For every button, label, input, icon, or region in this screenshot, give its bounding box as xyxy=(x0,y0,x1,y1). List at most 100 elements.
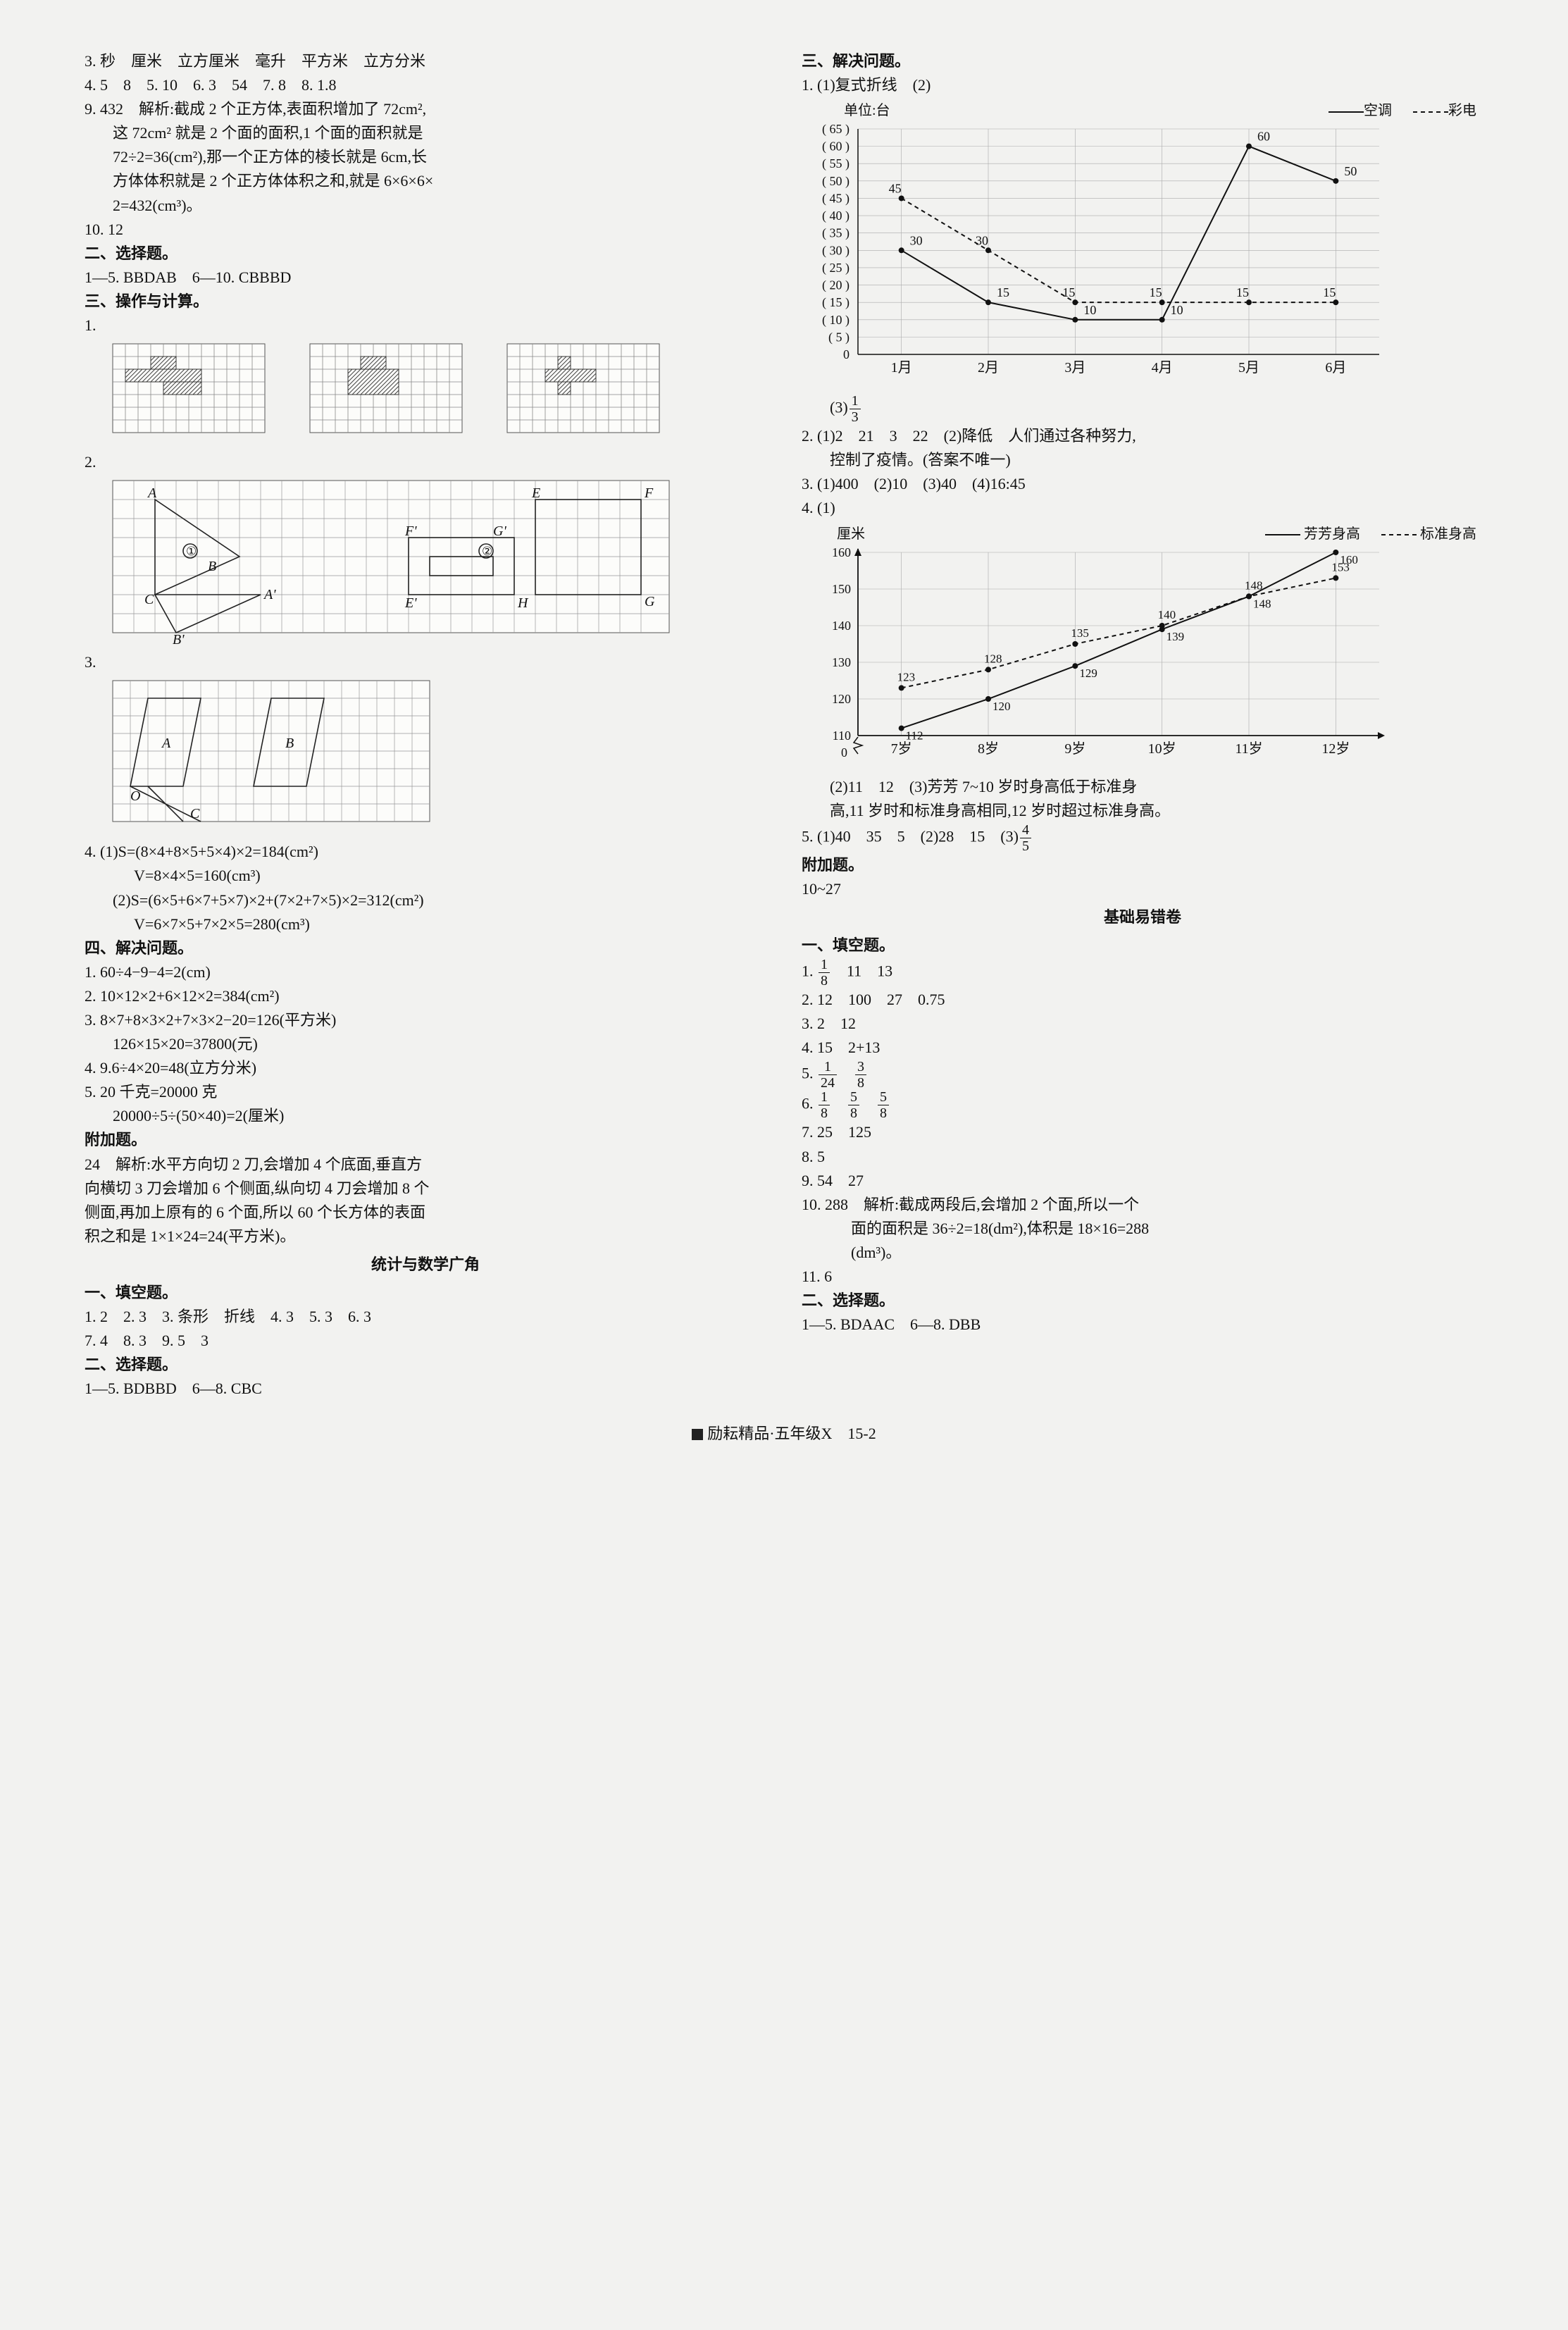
b2: 2. 12 100 27 0.75 xyxy=(802,988,1483,1012)
b9: 9. 54 27 xyxy=(802,1169,1483,1193)
extra3: 侧面,再加上原有的 6 个面,所以 60 个长方体的表面 xyxy=(85,1201,766,1225)
q9e: 2=432(cm³)。 xyxy=(85,194,766,218)
b6: 6. 18 58 58 xyxy=(802,1090,1483,1120)
svg-text:148: 148 xyxy=(1253,597,1271,610)
b7: 7. 25 125 xyxy=(802,1120,1483,1144)
svg-text:12岁: 12岁 xyxy=(1321,740,1350,757)
q4b: V=8×4×5=160(cm³) xyxy=(85,864,766,888)
r4a: 4. (1) xyxy=(802,496,1483,520)
r-extra: 10~27 xyxy=(802,877,1483,901)
svg-text:( 20 ): ( 20 ) xyxy=(822,278,850,293)
q9d: 方体体积就是 2 个正方体体积之和,就是 6×6×6× xyxy=(85,169,766,193)
svg-text:128: 128 xyxy=(984,652,1002,665)
svg-text:160: 160 xyxy=(1340,553,1358,566)
svg-text:150: 150 xyxy=(832,582,851,596)
chart-1: 单位:台 空调 彩电 ( 5 )( 10 )( 15 )( 20 )( 25 )… xyxy=(802,100,1483,390)
svg-text:2月: 2月 xyxy=(978,360,999,376)
svg-text:10: 10 xyxy=(1083,303,1096,317)
s3b: 126×15×20=37800(元) xyxy=(85,1032,766,1056)
svg-text:15: 15 xyxy=(1236,285,1249,299)
basic-heading: 基础易错卷 xyxy=(802,905,1483,929)
figure-3: A B O C xyxy=(85,677,766,836)
svg-text:5月: 5月 xyxy=(1238,360,1259,376)
choice2: 1—5. BDBBD 6—8. CBC xyxy=(85,1377,766,1401)
svg-text:( 55 ): ( 55 ) xyxy=(822,156,850,171)
b10b: 面的面积是 36÷2=18(dm²),体积是 18×16=288 xyxy=(802,1217,1483,1241)
svg-text:123: 123 xyxy=(897,670,916,683)
f1: 1. 2 2. 3 3. 条形 折线 4. 3 5. 3 6. 3 xyxy=(85,1305,766,1329)
svg-text:( 25 ): ( 25 ) xyxy=(822,261,850,275)
figure-2: A C B ① B' A' F' G' E' H ② E xyxy=(85,477,766,646)
svg-text:60: 60 xyxy=(1257,130,1270,144)
r5: 5. (1)40 35 5 (2)28 15 (3)45 xyxy=(802,823,1483,853)
stat-heading: 统计与数学广角 xyxy=(85,1253,766,1277)
svg-text:( 30 ): ( 30 ) xyxy=(822,243,850,258)
q9c: 72÷2=36(cm²),那一个正方体的棱长就是 6cm,长 xyxy=(85,145,766,169)
op2-label: 2. xyxy=(85,450,766,474)
choice-ans: 1—5. BBDAB 6—10. CBBBD xyxy=(85,266,766,290)
svg-text:15: 15 xyxy=(1150,285,1162,299)
svg-text:140: 140 xyxy=(1158,608,1176,621)
svg-text:10: 10 xyxy=(1171,303,1183,317)
chart2-ylabel: 厘米 xyxy=(802,523,865,545)
svg-text:15: 15 xyxy=(1062,285,1075,299)
svg-text:A: A xyxy=(161,736,171,751)
svg-text:0: 0 xyxy=(843,347,850,361)
svg-text:129: 129 xyxy=(1079,667,1097,680)
q4-8: 4. 5 8 5. 10 6. 3 54 7. 8 8. 1.8 xyxy=(85,73,766,97)
svg-text:30: 30 xyxy=(910,233,923,247)
q4c: (2)S=(6×5+6×7+5×7)×2+(7×2+7×5)×2=312(cm²… xyxy=(85,888,766,912)
r3: 3. (1)400 (2)10 (3)40 (4)16:45 xyxy=(802,472,1483,496)
choice2-heading: 二、选择题。 xyxy=(85,1353,766,1377)
r-extra-heading: 附加题。 xyxy=(802,853,1483,877)
svg-text:135: 135 xyxy=(1071,626,1089,640)
svg-text:1月: 1月 xyxy=(891,360,912,376)
op-heading: 三、操作与计算。 xyxy=(85,290,766,314)
svg-text:②: ② xyxy=(482,545,492,558)
figure-1 xyxy=(85,340,766,446)
extra2: 向横切 3 刀会增加 6 个侧面,纵向切 4 刀会增加 8 个 xyxy=(85,1177,766,1201)
footer-box-icon xyxy=(692,1429,703,1440)
svg-text:11岁: 11岁 xyxy=(1235,740,1262,757)
svg-text:130: 130 xyxy=(832,655,851,669)
r-solve-heading: 三、解决问题。 xyxy=(802,49,1483,73)
r-choice: 1—5. BDAAC 6—8. DBB xyxy=(802,1313,1483,1337)
svg-text:30: 30 xyxy=(976,233,988,247)
svg-text:3月: 3月 xyxy=(1064,360,1085,376)
extra1: 24 解析:水平方向切 2 刀,会增加 4 个底面,垂直方 xyxy=(85,1153,766,1177)
q10: 10. 12 xyxy=(85,218,766,242)
svg-text:C: C xyxy=(144,592,154,607)
s5b: 20000÷5÷(50×40)=2(厘米) xyxy=(85,1104,766,1128)
svg-text:0: 0 xyxy=(841,745,847,760)
svg-text:( 60 ): ( 60 ) xyxy=(822,140,850,154)
r2b: 控制了疫情。(答案不唯一) xyxy=(802,448,1483,472)
svg-text:( 35 ): ( 35 ) xyxy=(822,226,850,241)
left-column: 3. 秒 厘米 立方厘米 毫升 平方米 立方分米 4. 5 8 5. 10 6.… xyxy=(85,49,766,1401)
svg-text:120: 120 xyxy=(993,700,1011,713)
svg-text:O: O xyxy=(130,788,140,804)
b4: 4. 15 2+13 xyxy=(802,1036,1483,1060)
s1: 1. 60÷4−9−4=2(cm) xyxy=(85,960,766,984)
svg-text:( 45 ): ( 45 ) xyxy=(822,192,850,206)
svg-text:B: B xyxy=(285,736,294,751)
svg-text:15: 15 xyxy=(997,285,1009,299)
q9b: 这 72cm² 就是 2 个面的面积,1 个面的面积就是 xyxy=(85,121,766,145)
q9a: 9. 432 解析:截成 2 个正方体,表面积增加了 72cm², xyxy=(85,97,766,121)
svg-text:( 5 ): ( 5 ) xyxy=(828,330,850,345)
svg-text:15: 15 xyxy=(1323,285,1336,299)
svg-text:120: 120 xyxy=(832,692,851,706)
b1: 1. 18 11 13 xyxy=(802,958,1483,988)
svg-text:C: C xyxy=(190,806,200,822)
svg-text:8岁: 8岁 xyxy=(978,740,999,757)
svg-text:139: 139 xyxy=(1166,630,1185,643)
svg-text:9岁: 9岁 xyxy=(1064,740,1085,757)
svg-text:G: G xyxy=(645,594,655,609)
svg-text:H: H xyxy=(517,595,529,611)
op1-label: 1. xyxy=(85,314,766,337)
r1c: (3)13 xyxy=(802,394,1483,424)
svg-text:50: 50 xyxy=(1344,164,1357,178)
solve-heading: 四、解决问题。 xyxy=(85,936,766,960)
svg-text:( 10 ): ( 10 ) xyxy=(822,313,850,328)
chart2-leg2: 标准身高 xyxy=(1420,526,1476,542)
svg-text:( 40 ): ( 40 ) xyxy=(822,209,850,223)
